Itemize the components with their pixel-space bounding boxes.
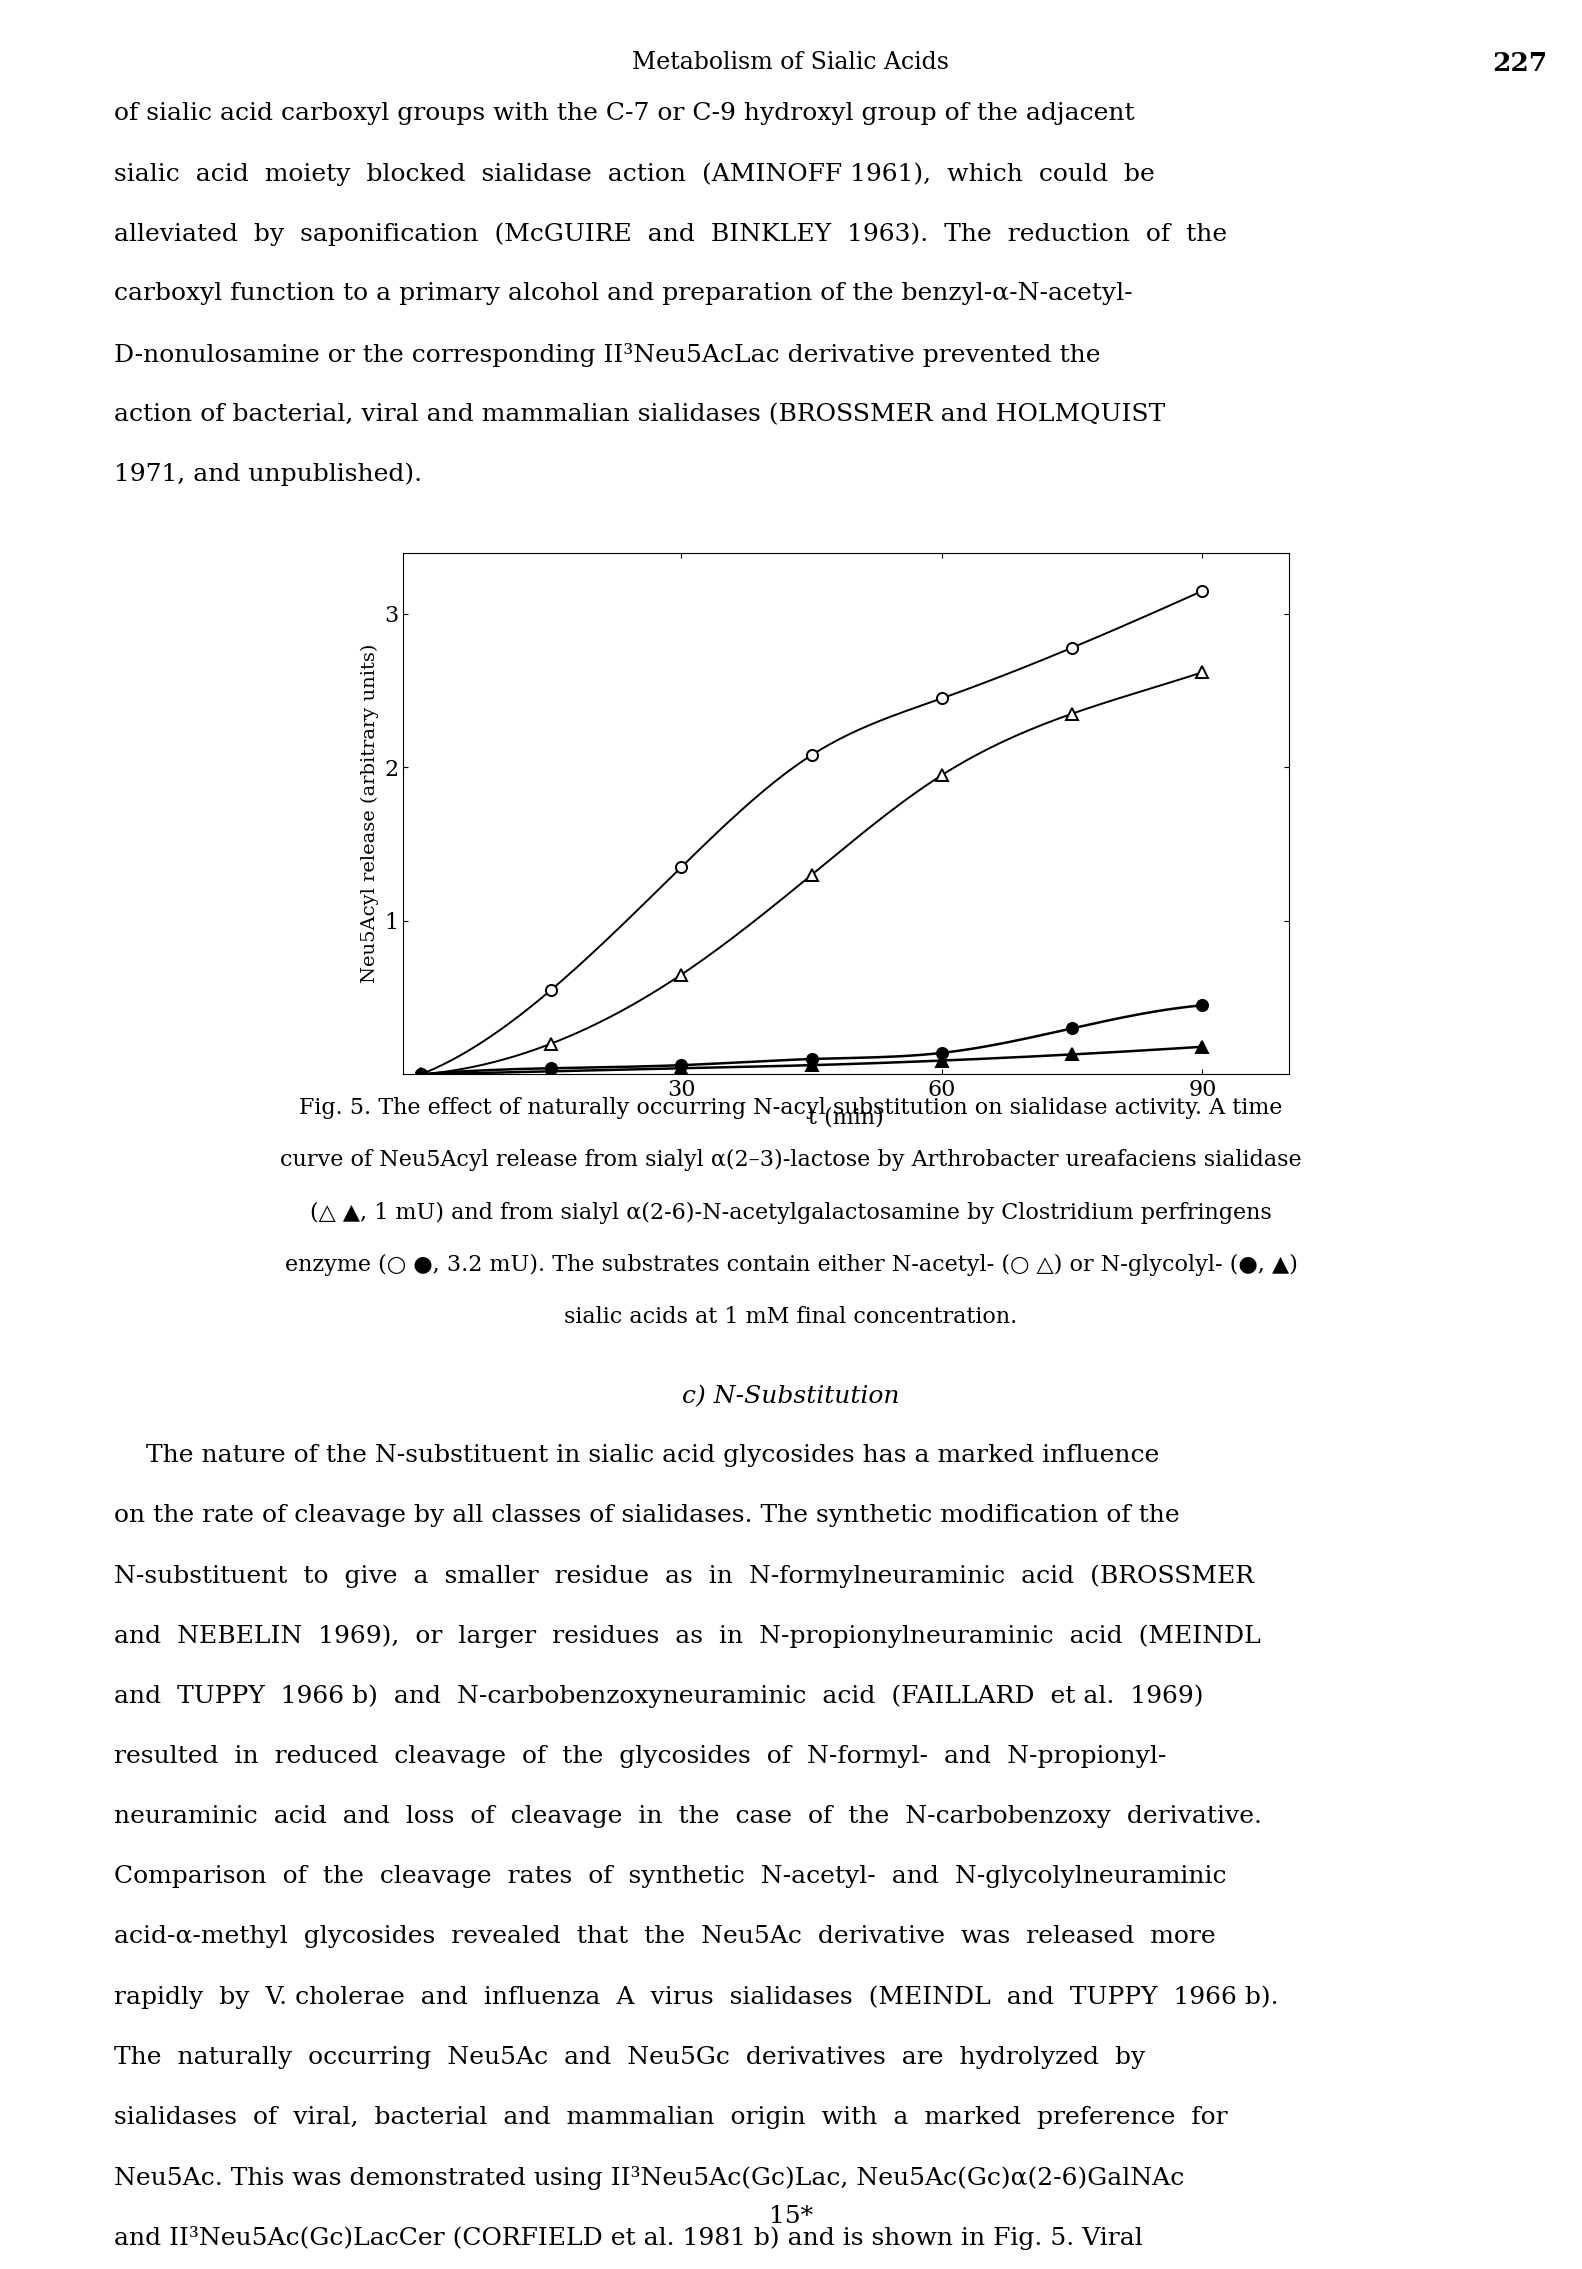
Text: The  naturally  occurring  Neu5Ac  and  Neu5Gc  derivatives  are  hydrolyzed  by: The naturally occurring Neu5Ac and Neu5G… — [114, 2047, 1145, 2069]
Text: neuraminic  acid  and  loss  of  cleavage  in  the  case  of  the  N-carbobenzox: neuraminic acid and loss of cleavage in … — [114, 1806, 1262, 1829]
Text: 15*: 15* — [769, 2205, 813, 2228]
Text: sialic  acid  moiety  blocked  sialidase  action  (AMINOFF 1961),  which  could : sialic acid moiety blocked sialidase act… — [114, 161, 1155, 186]
Text: Metabolism of Sialic Acids: Metabolism of Sialic Acids — [633, 50, 949, 75]
Text: Comparison  of  the  cleavage  rates  of  synthetic  N-acetyl-  and  N-glycolyln: Comparison of the cleavage rates of synt… — [114, 1865, 1226, 1888]
Text: of sialic acid carboxyl groups with the C-7 or C-9 hydroxyl group of the adjacen: of sialic acid carboxyl groups with the … — [114, 102, 1134, 125]
Text: and  TUPPY  1966 b)  and  N-carbobenzoxyneuraminic  acid  (FAILLARD  et al.  196: and TUPPY 1966 b) and N-carbobenzoxyneur… — [114, 1684, 1204, 1709]
Text: D-nonulosamine or the corresponding II³Neu5AcLac derivative prevented the: D-nonulosamine or the corresponding II³N… — [114, 343, 1101, 368]
Text: action of bacterial, viral and mammalian sialidases (BROSSMER and HOLMQUIST: action of bacterial, viral and mammalian… — [114, 402, 1166, 427]
Text: Neu5Ac. This was demonstrated using II³Neu5Ac(Gc)Lac, Neu5Ac(Gc)α(2-6)GalNAc: Neu5Ac. This was demonstrated using II³N… — [114, 2165, 1185, 2190]
Text: and  NEBELIN  1969),  or  larger  residues  as  in  N-propionylneuraminic  acid : and NEBELIN 1969), or larger residues as… — [114, 1625, 1261, 1647]
Text: enzyme (○ ●, 3.2 mU). The substrates contain either N-acetyl- (○ △) or N-glycoly: enzyme (○ ●, 3.2 mU). The substrates con… — [285, 1252, 1297, 1275]
Text: Fig. 5. The effect of naturally occurring N-acyl substitution on sialidase activ: Fig. 5. The effect of naturally occurrin… — [299, 1096, 1283, 1119]
Text: 227: 227 — [1492, 50, 1547, 77]
Text: 1971, and unpublished).: 1971, and unpublished). — [114, 463, 422, 486]
Text: and II³Neu5Ac(Gc)LacCer (CORFIELD et al. 1981 b) and is shown in Fig. 5. Viral: and II³Neu5Ac(Gc)LacCer (CORFIELD et al.… — [114, 2226, 1142, 2251]
Text: sialidases  of  viral,  bacterial  and  mammalian  origin  with  a  marked  pref: sialidases of viral, bacterial and mamma… — [114, 2106, 1228, 2128]
Text: The nature of the N-substituent in sialic acid glycosides has a marked influence: The nature of the N-substituent in siali… — [114, 1443, 1160, 1468]
Text: rapidly  by  V. cholerae  and  influenza  A  virus  sialidases  (MEINDL  and  TU: rapidly by V. cholerae and influenza A v… — [114, 1985, 1278, 2008]
X-axis label: t (min): t (min) — [808, 1107, 884, 1128]
Text: sialic acids at 1 mM final concentration.: sialic acids at 1 mM final concentration… — [565, 1305, 1017, 1327]
Text: carboxyl function to a primary alcohol and preparation of the benzyl-α-N-acetyl-: carboxyl function to a primary alcohol a… — [114, 281, 1133, 306]
Text: c) N-Substitution: c) N-Substitution — [682, 1384, 900, 1409]
Text: N-substituent  to  give  a  smaller  residue  as  in  N-formylneuraminic  acid  : N-substituent to give a smaller residue … — [114, 1566, 1255, 1588]
Text: resulted  in  reduced  cleavage  of  the  glycosides  of  N-formyl-  and  N-prop: resulted in reduced cleavage of the glyc… — [114, 1745, 1166, 1768]
Text: acid-α-methyl  glycosides  revealed  that  the  Neu5Ac  derivative  was  release: acid-α-methyl glycosides revealed that t… — [114, 1924, 1215, 1949]
Text: alleviated  by  saponification  (McGUIRE  and  BINKLEY  1963).  The  reduction  : alleviated by saponification (McGUIRE an… — [114, 222, 1228, 245]
Text: on the rate of cleavage by all classes of sialidases. The synthetic modification: on the rate of cleavage by all classes o… — [114, 1504, 1180, 1527]
Text: (△ ▲, 1 mU) and from sialyl α(2-6)-N-acetylgalactosamine by Clostridium perfring: (△ ▲, 1 mU) and from sialyl α(2-6)-N-ace… — [310, 1200, 1272, 1223]
Text: curve of Neu5Acyl release from sialyl α(2–3)-lactose by Arthrobacter ureafaciens: curve of Neu5Acyl release from sialyl α(… — [280, 1148, 1302, 1171]
Y-axis label: Neu5Acyl release (arbitrary units): Neu5Acyl release (arbitrary units) — [361, 644, 378, 982]
